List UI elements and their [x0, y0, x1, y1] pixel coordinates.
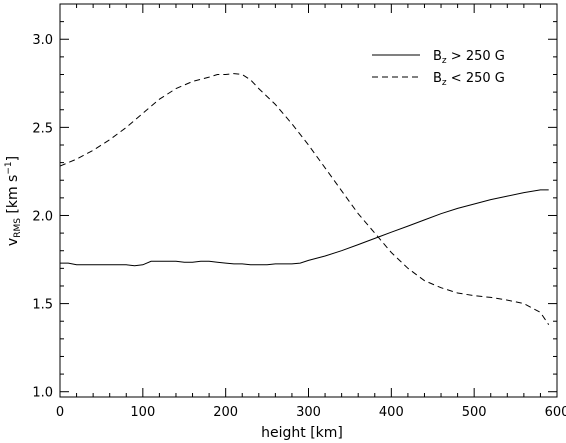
series-line-1 [60, 189, 549, 267]
x-tick-label: 0 [56, 405, 64, 420]
x-tick-label: 400 [379, 405, 404, 420]
y-axis-unit-close: ] [5, 156, 21, 161]
y-axis-unit: [km s [5, 175, 21, 218]
y-tick-labels: 1.0 1.5 2.0 2.5 3.0 [32, 33, 53, 400]
legend: Bz > 250 G Bz < 250 G [372, 49, 505, 88]
x-tick-label: 200 [213, 405, 238, 420]
x-tick-label: 100 [130, 405, 155, 420]
x-tick-labels: 0 100 200 300 400 500 600 [56, 405, 566, 420]
x-tick-label: 300 [296, 405, 321, 420]
axis-ticks [59, 3, 558, 397]
y-tick-label: 2.5 [32, 121, 53, 136]
legend-entry-2: Bz < 250 G [433, 71, 505, 88]
series-lines [59, 73, 550, 325]
y-axis-superscript: −1 [4, 161, 14, 174]
y-tick-label: 2.0 [32, 209, 53, 224]
y-tick-label: 1.0 [32, 386, 53, 401]
x-tick-label: 600 [545, 405, 566, 420]
y-tick-label: 3.0 [32, 33, 53, 48]
series-line-2 [59, 73, 550, 325]
legend-entry-1: Bz > 250 G [433, 49, 505, 66]
y-axis-title: vRMS [km s−1] [4, 156, 23, 246]
y-axis-subscript: RMS [13, 218, 23, 238]
plot-area [59, 3, 558, 398]
x-axis-title: height [km] [261, 425, 343, 441]
y-axis-symbol: v [5, 238, 21, 246]
y-tick-label: 1.5 [32, 298, 53, 313]
x-tick-label: 500 [462, 405, 487, 420]
